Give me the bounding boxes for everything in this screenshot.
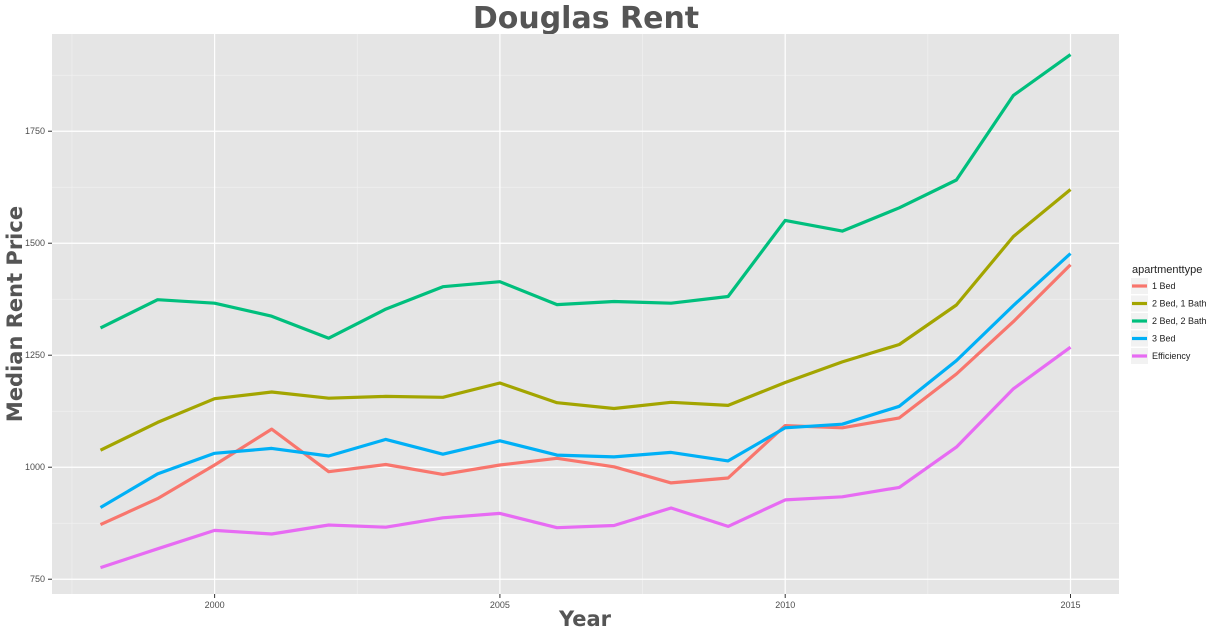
legend-label: 1 Bed — [1152, 281, 1176, 291]
series-line-1 — [99, 188, 1072, 452]
series-lines — [99, 53, 1072, 570]
legend-label: 2 Bed, 1 Bath — [1152, 299, 1207, 309]
x-tick-label: 2010 — [775, 600, 795, 610]
series-line-3 — [99, 252, 1072, 509]
series-line-2 — [99, 53, 1072, 340]
y-tick-label: 1750 — [25, 126, 45, 136]
plot-panel — [52, 34, 1119, 594]
x-axis-title: Year — [558, 607, 612, 631]
legend-label: 2 Bed, 2 Bath — [1152, 316, 1207, 326]
x-tick-label: 2015 — [1060, 600, 1080, 610]
y-axis-title: Median Rent Price — [3, 206, 27, 422]
series-line-4 — [99, 345, 1072, 570]
y-axis: 750 1000 1250 1500 1750 — [25, 126, 52, 584]
y-tick-label: 1500 — [25, 238, 45, 248]
legend-items: 1 Bed 2 Bed, 1 Bath 2 Bed, 2 Bath 3 Bed Effi… — [1131, 278, 1207, 364]
legend-label: 3 Bed — [1152, 334, 1176, 344]
legend-label: Efficiency — [1152, 351, 1191, 361]
chart-title: Douglas Rent — [473, 1, 699, 36]
x-tick-label: 2005 — [490, 600, 510, 610]
major-gridlines — [52, 34, 1119, 594]
y-tick-label: 750 — [30, 574, 45, 584]
legend-title: apartmenttype — [1132, 264, 1202, 276]
y-tick-label: 1000 — [25, 462, 45, 472]
legend: apartmenttype 1 Bed 2 Bed, 1 Bath 2 Bed, 2… — [1131, 264, 1207, 364]
series-line-0 — [99, 263, 1072, 527]
x-axis: 2000 2005 2010 2015 — [205, 594, 1081, 610]
y-tick-label: 1250 — [25, 350, 45, 360]
minor-gridlines — [52, 34, 1119, 594]
x-tick-label: 2000 — [205, 600, 225, 610]
